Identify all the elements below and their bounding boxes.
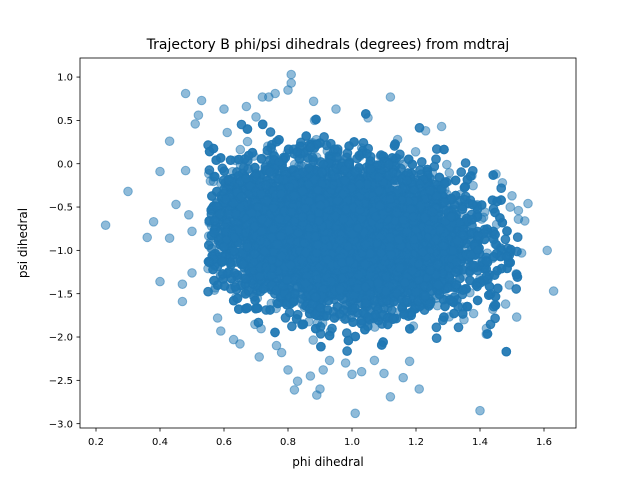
- data-points: [100, 69, 559, 419]
- scatter-point: [308, 335, 319, 345]
- scatter-point: [505, 202, 516, 212]
- scatter-point: [444, 168, 455, 178]
- scatter-point: [442, 159, 452, 170]
- scatter-point: [511, 312, 522, 322]
- chart-title: Trajectory B phi/psi dihedrals (degrees)…: [146, 37, 510, 53]
- scatter-point: [242, 136, 253, 147]
- scatter-point: [271, 340, 282, 351]
- scatter-point: [410, 147, 421, 157]
- scatter-point: [235, 144, 246, 155]
